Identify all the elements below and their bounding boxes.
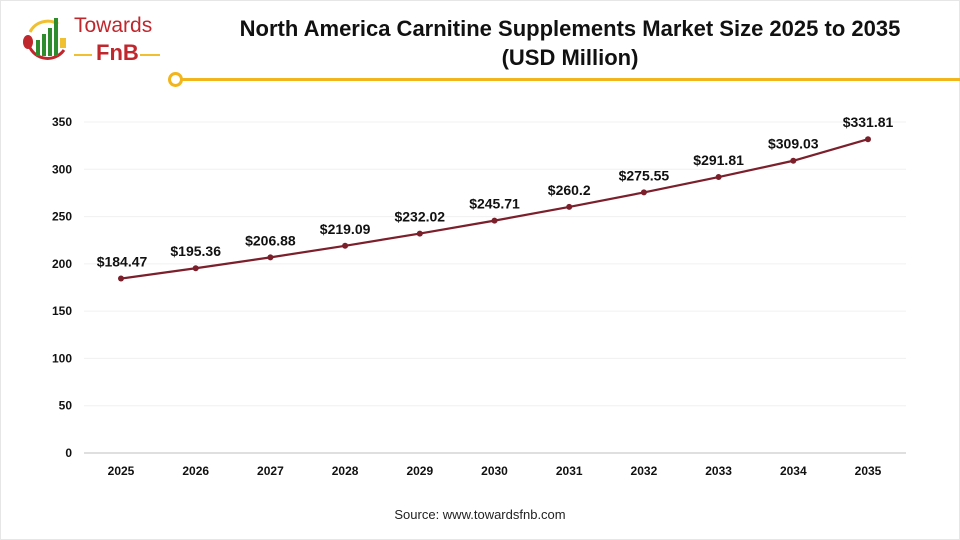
logo-divider [74,54,92,56]
data-point [192,265,199,272]
data-point [640,189,647,196]
data-label: $275.55 [619,167,670,183]
data-point [267,254,274,261]
data-label: $195.36 [170,243,221,259]
data-label: $309.03 [768,136,819,152]
x-tick-label: 2030 [481,464,508,478]
data-label: $291.81 [693,152,744,168]
data-point [790,157,797,164]
data-point [491,217,498,224]
data-point [566,203,573,210]
logo-text-fnb: FnB [96,40,139,65]
y-tick-label: 200 [52,257,72,271]
data-point [118,275,124,282]
data-point [342,242,349,249]
data-label: $184.47 [97,254,148,270]
y-tick-label: 0 [65,446,72,460]
y-tick-label: 100 [52,351,72,365]
x-tick-label: 2032 [631,464,658,478]
towardsfnb-logo: Towards FnB [18,14,168,70]
title-line-1: North America Carnitine Supplements Mark… [239,16,901,41]
x-tick-label: 2033 [705,464,732,478]
data-point [865,136,871,143]
logo-text-towards: Towards [74,14,153,37]
data-point [416,230,423,237]
data-label: $331.81 [843,114,894,130]
y-tick-label: 350 [52,115,72,129]
y-tick-label: 150 [52,304,72,318]
title-line-2: (USD Million) [501,45,639,70]
accent-line [182,78,960,81]
x-tick-label: 2035 [855,464,882,478]
x-tick-label: 2027 [257,464,284,478]
source-note: Source: www.towardsfnb.com [394,507,566,522]
y-tick-label: 300 [52,162,72,176]
x-tick-label: 2028 [332,464,359,478]
data-label: $206.88 [245,232,296,248]
chart-title: North America Carnitine Supplements Mark… [180,14,960,72]
data-label: $219.09 [320,221,371,237]
x-tick-label: 2031 [556,464,583,478]
logo-divider [140,54,160,56]
data-label: $260.2 [548,182,591,198]
accent-dot [168,72,183,87]
logo-graphic-icon [23,18,66,60]
y-tick-label: 50 [59,399,73,413]
y-tick-label: 250 [52,210,72,224]
data-label: $232.02 [394,209,445,225]
data-point [715,174,722,181]
x-tick-label: 2034 [780,464,807,478]
x-tick-label: 2026 [182,464,209,478]
data-label: $245.71 [469,196,520,212]
x-tick-label: 2025 [108,464,135,478]
x-tick-label: 2029 [406,464,433,478]
